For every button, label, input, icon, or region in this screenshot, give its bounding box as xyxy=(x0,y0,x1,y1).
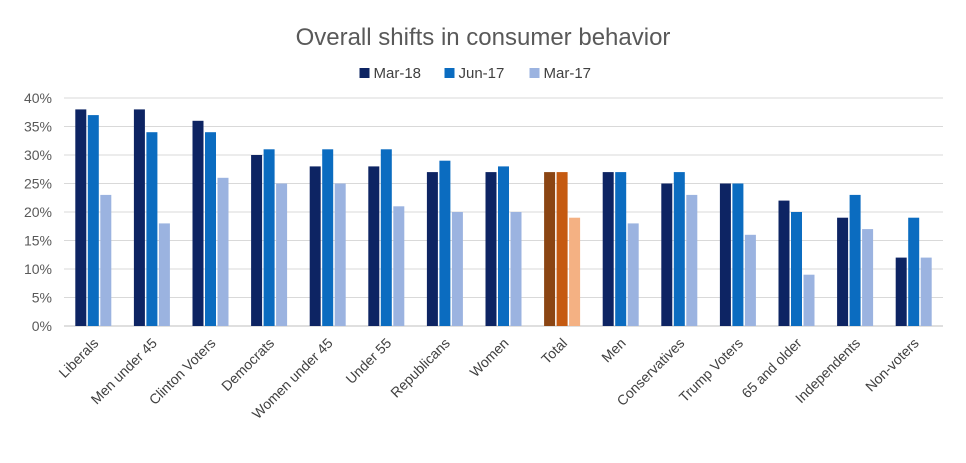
bar xyxy=(837,217,849,326)
y-tick-label: 15% xyxy=(24,233,52,249)
bar xyxy=(263,149,275,326)
bar xyxy=(133,109,145,327)
bar xyxy=(803,274,815,326)
y-axis-ticks: 0% 5% 10% 15% 20% 25% 30% 35% 40% xyxy=(24,90,52,334)
legend-swatch xyxy=(359,68,370,78)
bar xyxy=(744,234,756,326)
bar xyxy=(615,172,627,326)
bar xyxy=(75,109,87,327)
bar xyxy=(485,172,497,326)
bar xyxy=(849,194,861,326)
legend-label: Mar-18 xyxy=(374,65,422,82)
y-tick-label: 30% xyxy=(24,147,52,163)
y-tick-label: 10% xyxy=(24,261,52,277)
bar xyxy=(569,217,581,326)
bar xyxy=(920,257,932,326)
x-category-label: Men xyxy=(598,335,629,366)
x-category-label: Republicans xyxy=(387,335,453,401)
x-category-label: Under 55 xyxy=(342,335,394,387)
legend-swatch xyxy=(529,68,540,78)
bar xyxy=(908,217,920,326)
bar xyxy=(544,172,556,326)
y-tick-label: 25% xyxy=(24,176,52,192)
x-category-label: Democrats xyxy=(218,335,277,394)
legend-label: Jun-17 xyxy=(459,65,505,82)
bar xyxy=(146,132,158,326)
chart-title: Overall shifts in consumer behavior xyxy=(296,24,671,51)
bar xyxy=(158,223,170,326)
bar xyxy=(276,183,288,326)
bar xyxy=(368,166,380,326)
legend-swatch xyxy=(444,68,455,78)
bar xyxy=(309,166,321,326)
bar xyxy=(510,212,522,326)
bars xyxy=(75,109,932,327)
bar xyxy=(791,212,802,326)
bar xyxy=(686,194,698,326)
x-category-label: Liberals xyxy=(55,335,101,381)
bar xyxy=(192,120,204,326)
bar xyxy=(380,149,392,326)
y-tick-label: 35% xyxy=(24,119,52,135)
legend-label: Mar-17 xyxy=(544,65,592,82)
y-tick-label: 5% xyxy=(32,290,52,306)
bar xyxy=(556,172,568,326)
legend: Mar-18 Jun-17 Mar-17 xyxy=(359,65,592,82)
bar xyxy=(862,229,874,326)
bar xyxy=(87,115,99,326)
bar xyxy=(426,172,438,326)
bar xyxy=(334,183,346,326)
bar xyxy=(205,132,216,326)
bar xyxy=(451,212,463,326)
bar xyxy=(217,177,229,326)
bar xyxy=(661,183,673,326)
bar xyxy=(627,223,639,326)
bar xyxy=(602,172,614,326)
bar xyxy=(322,149,334,326)
bar xyxy=(719,183,731,326)
y-tick-label: 40% xyxy=(24,90,52,106)
y-tick-label: 20% xyxy=(24,204,52,220)
x-category-label: Women xyxy=(466,335,511,380)
bar xyxy=(895,257,907,326)
y-tick-label: 0% xyxy=(32,318,52,334)
bar xyxy=(498,166,509,326)
bar xyxy=(251,155,263,326)
bar xyxy=(393,206,405,326)
x-category-label: Total xyxy=(538,335,570,367)
bar xyxy=(439,160,451,326)
bar xyxy=(100,194,112,326)
bar xyxy=(732,183,744,326)
bar xyxy=(778,200,790,326)
bar xyxy=(673,172,685,326)
x-category-label: Non-voters xyxy=(862,335,922,395)
